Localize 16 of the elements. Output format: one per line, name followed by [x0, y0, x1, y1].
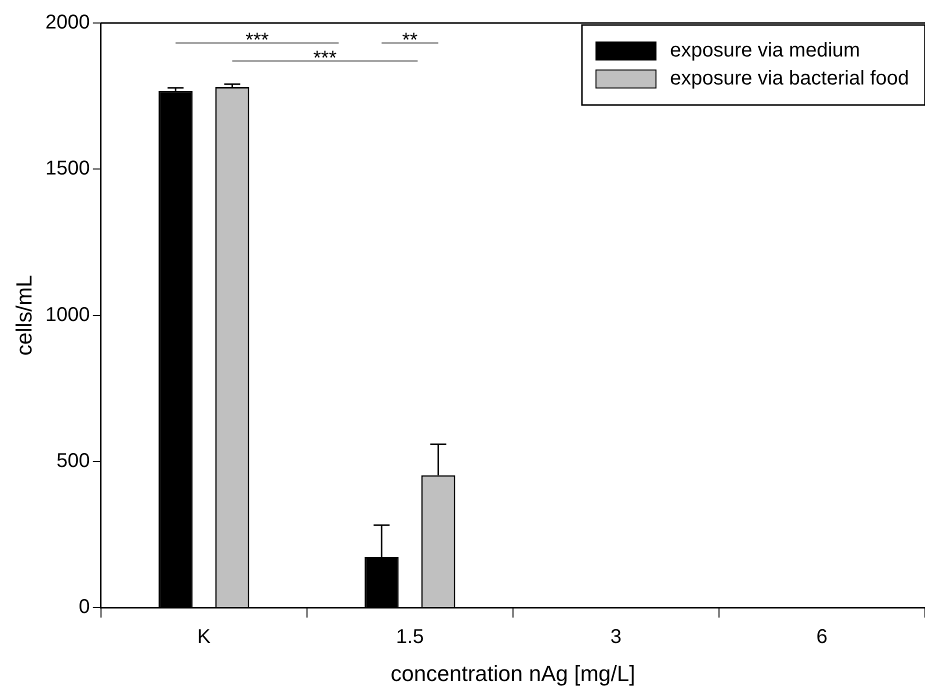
x-axis-title: concentration nAg [mg/L] — [390, 660, 636, 686]
y-tick-label: 2000 — [45, 12, 90, 34]
x-tick-label: 6 — [816, 626, 828, 648]
y-tick-label: 1500 — [45, 158, 90, 180]
annotation: ** — [402, 30, 418, 52]
y-tick-label: 0 — [78, 596, 90, 618]
y-tick-label: 500 — [56, 450, 90, 472]
y-axis-title: cells/mL — [11, 274, 36, 356]
y-tick-label: 1000 — [45, 304, 90, 326]
legend-label: exposure via medium — [670, 40, 860, 62]
x-tick-label: 1.5 — [396, 626, 424, 648]
legend-label: exposure via bacterial food — [670, 68, 910, 90]
annotation: *** — [313, 48, 337, 70]
annotation: *** — [245, 30, 270, 52]
x-tick-label: 3 — [610, 626, 622, 648]
x-tick-label: K — [197, 626, 212, 648]
